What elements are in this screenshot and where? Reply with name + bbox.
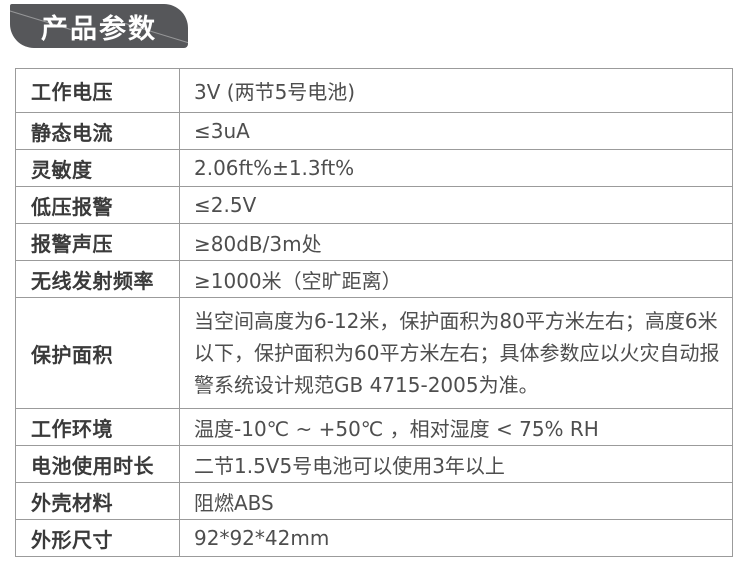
spec-label: 报警声压 xyxy=(15,223,180,261)
spec-value: 阻燃ABS xyxy=(179,482,733,520)
spec-value: ≥80dB/3m处 xyxy=(179,223,733,261)
spec-label: 灵敏度 xyxy=(15,149,180,187)
section-title: 产品参数 xyxy=(41,13,157,45)
table-row: 静态电流 ≤3uA xyxy=(15,112,733,150)
spec-label: 保护面积 xyxy=(15,297,180,409)
spec-label: 静态电流 xyxy=(15,112,180,150)
table-row: 工作电压 3V (两节5号电池) xyxy=(15,68,733,113)
spec-label: 无线发射频率 xyxy=(15,260,180,298)
spec-value: 温度-10℃ ~ +50℃ ，相对湿度 < 75% RH xyxy=(179,408,733,446)
spec-label: 低压报警 xyxy=(15,186,180,224)
spec-value: 92*92*42mm xyxy=(179,519,733,557)
table-row: 电池使用时长 二节1.5V5号电池可以使用3年以上 xyxy=(15,445,733,483)
table-row: 外壳材料 阻燃ABS xyxy=(15,482,733,520)
spec-value: ≤2.5V xyxy=(179,186,733,224)
section-header-badge: 产品参数 xyxy=(10,4,188,48)
spec-label: 工作电压 xyxy=(15,68,180,113)
table-row: 报警声压 ≥80dB/3m处 xyxy=(15,223,733,261)
table-row: 低压报警 ≤2.5V xyxy=(15,186,733,224)
spec-label: 外形尺寸 xyxy=(15,519,180,557)
spec-value: 当空间高度为6-12米，保护面积为80平方米左右；高度6米以下，保护面积为60平… xyxy=(179,297,733,409)
spec-table-body: 工作电压 3V (两节5号电池) 静态电流 ≤3uA 灵敏度 2.06ft%±1… xyxy=(15,68,733,557)
spec-label: 外壳材料 xyxy=(15,482,180,520)
spec-table: 工作电压 3V (两节5号电池) 静态电流 ≤3uA 灵敏度 2.06ft%±1… xyxy=(15,68,733,557)
spec-value: ≥1000米（空旷距离） xyxy=(179,260,733,298)
table-row: 外形尺寸 92*92*42mm xyxy=(15,519,733,557)
spec-value: 3V (两节5号电池) xyxy=(179,68,733,113)
spec-value: 二节1.5V5号电池可以使用3年以上 xyxy=(179,445,733,483)
table-row: 灵敏度 2.06ft%±1.3ft% xyxy=(15,149,733,187)
table-row: 工作环境 温度-10℃ ~ +50℃ ，相对湿度 < 75% RH xyxy=(15,408,733,446)
spec-value: ≤3uA xyxy=(179,112,733,150)
table-row: 保护面积 当空间高度为6-12米，保护面积为80平方米左右；高度6米以下，保护面… xyxy=(15,297,733,409)
spec-label: 电池使用时长 xyxy=(15,445,180,483)
table-row: 无线发射频率 ≥1000米（空旷距离） xyxy=(15,260,733,298)
spec-value: 2.06ft%±1.3ft% xyxy=(179,149,733,187)
spec-label: 工作环境 xyxy=(15,408,180,446)
